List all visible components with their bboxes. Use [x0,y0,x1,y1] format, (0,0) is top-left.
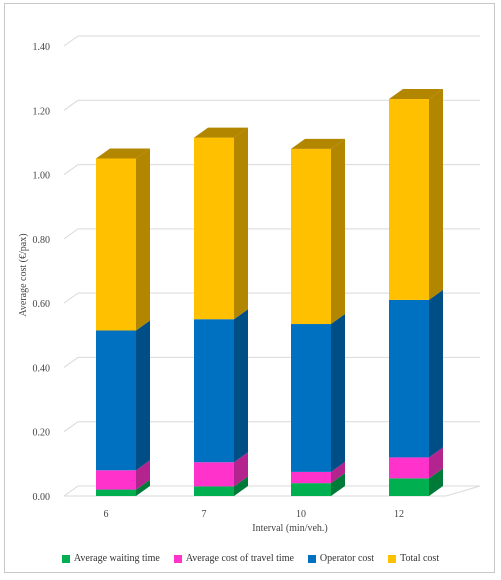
bar-top-face [96,148,150,159]
y-axis-title: Average cost (€/pax) [18,233,29,316]
legend-item: Average cost of travel time [173,553,294,564]
bar-average-waiting-time [96,489,136,496]
bar-operator-cost-side [429,289,443,458]
gridline [63,164,480,175]
gridline [63,421,480,433]
bar-stack-7 [194,127,248,496]
bar-average-waiting-time-side [429,468,443,496]
bar-average-cost-of-travel-time-side [429,447,443,479]
bar-average-waiting-time-side [136,479,150,496]
y-axis-ticks: 0.00 0.20 0.40 0.60 0.80 1.00 1.20 1.40 [33,42,51,503]
bars [96,89,443,496]
bar-total-cost-side [429,89,443,300]
y-tick-label: 0.00 [33,492,51,503]
bar-top-face [389,89,443,100]
bar-average-cost-of-travel-time [291,471,331,484]
bar-average-cost-of-travel-time [389,457,429,479]
bar-average-waiting-time-side [234,476,248,496]
bar-total-cost [389,99,429,300]
bar-average-waiting-time [389,478,429,496]
legend-label: Average cost of travel time [185,553,294,564]
bar-average-waiting-time [194,486,234,496]
y-tick-label: 0.40 [33,363,51,374]
legend-label: Total cost [400,553,440,564]
y-tick-label: 1.40 [33,42,51,53]
legend-item: Total cost [388,553,439,564]
gridline [63,356,480,368]
legend-item: Average waiting time [61,553,160,564]
x-axis-title: Interval (min/veh.) [252,523,328,534]
bar-operator-cost-side [331,314,345,472]
bar-average-waiting-time [291,483,331,496]
bar-total-cost [194,137,234,320]
bar-operator-cost [389,299,429,458]
x-tick-label: 7 [202,509,207,520]
legend-swatch [388,554,397,563]
bar-top-face [291,138,345,149]
gridlines [63,35,481,497]
gridline [63,485,480,497]
legend: Average waiting time Average cost of trav… [0,553,501,564]
y-tick-label: 0.20 [33,428,51,439]
y-tick-label: 1.20 [33,106,51,117]
bar-operator-cost [96,330,136,471]
legend-swatch [173,554,182,563]
gridline [63,99,480,111]
bar-total-cost-side [331,138,345,325]
bar-total-cost-side [234,127,248,320]
bar-top-face [194,127,248,138]
legend-item: Operator cost [307,553,375,564]
gridline [63,292,480,304]
bar-operator-cost [194,319,234,463]
bar-operator-cost-side [136,320,150,471]
bar-total-cost [291,148,331,325]
bar-average-cost-of-travel-time [96,470,136,490]
bar-average-cost-of-travel-time-side [331,461,345,484]
gridline [63,35,480,47]
bar-stack-10 [291,138,345,496]
x-tick-label: 6 [104,509,109,520]
bar-average-cost-of-travel-time-side [136,460,150,490]
gridline [63,228,480,240]
bar-total-cost [96,158,136,331]
bar-operator-cost-side [234,309,248,463]
legend-label: Average waiting time [73,553,160,564]
legend-label: Operator cost [319,553,375,564]
bar-total-cost-side [136,148,150,331]
bar-average-cost-of-travel-time [194,462,234,487]
legend-swatch [61,554,70,563]
y-tick-label: 0.60 [33,299,51,310]
y-tick-label: 1.00 [33,171,51,182]
bar-operator-cost [291,324,331,472]
y-tick-label: 0.80 [33,235,51,246]
x-tick-label: 12 [394,509,404,520]
bar-average-waiting-time-side [331,473,345,496]
x-tick-label: 10 [296,509,306,520]
bar-stack-6 [96,148,150,496]
x-axis-ticks: 6 7 10 12 [104,509,405,520]
bar-chart: 0.000.200.400.600.801.001.201.40 6 7 10 12 … [18,35,481,534]
bar-average-cost-of-travel-time-side [234,452,248,487]
bar-stack-12 [389,89,443,496]
floor-line [64,485,481,497]
legend-swatch [307,554,316,563]
